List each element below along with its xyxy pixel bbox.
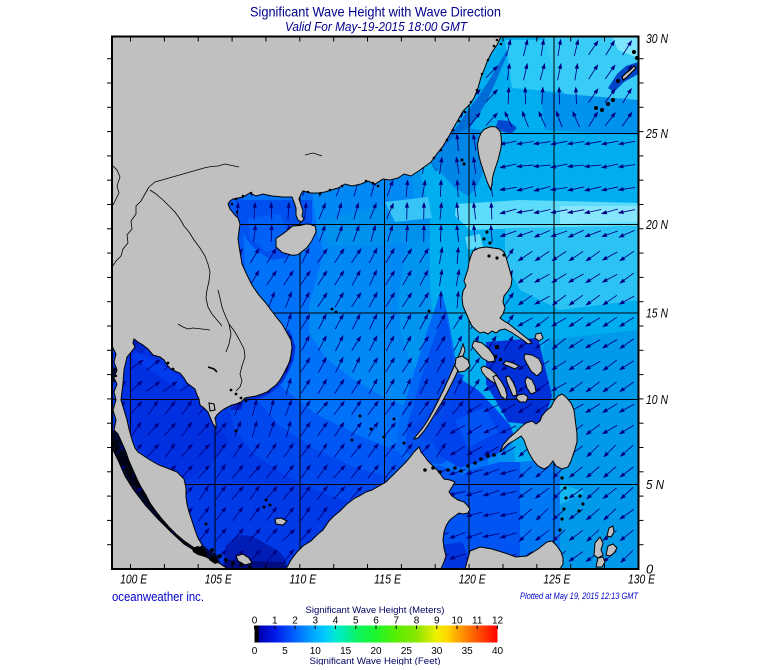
svg-text:20: 20	[370, 646, 382, 657]
svg-text:10: 10	[310, 646, 322, 657]
svg-text:40: 40	[492, 646, 504, 657]
svg-text:7: 7	[393, 616, 399, 627]
svg-text:30: 30	[431, 646, 443, 657]
svg-text:30 N: 30 N	[646, 31, 668, 46]
svg-text:5: 5	[282, 646, 288, 657]
svg-text:115 E: 115 E	[374, 572, 401, 587]
svg-text:15: 15	[340, 646, 352, 657]
svg-text:Significant Wave Height (Meter: Significant Wave Height (Meters)	[306, 605, 445, 616]
svg-text:5 N: 5 N	[646, 477, 665, 492]
svg-text:0: 0	[646, 562, 654, 577]
svg-text:10: 10	[451, 616, 463, 627]
svg-text:9: 9	[434, 616, 440, 627]
svg-text:110 E: 110 E	[289, 572, 316, 587]
svg-text:3: 3	[312, 616, 318, 627]
svg-text:6: 6	[373, 616, 379, 627]
svg-text:4: 4	[333, 616, 339, 627]
svg-text:12: 12	[492, 616, 504, 627]
svg-text:120 E: 120 E	[459, 572, 486, 587]
svg-text:5: 5	[353, 616, 359, 627]
svg-text:Significant Wave Height with W: Significant Wave Height with Wave Direct…	[250, 4, 501, 20]
svg-text:10 N: 10 N	[646, 392, 668, 407]
svg-text:Significant Wave Height (Feet): Significant Wave Height (Feet)	[310, 656, 441, 665]
svg-text:125 E: 125 E	[543, 572, 570, 587]
svg-text:0: 0	[252, 646, 258, 657]
svg-text:0: 0	[252, 616, 258, 627]
svg-text:25 N: 25 N	[645, 126, 668, 141]
svg-text:1: 1	[272, 616, 278, 627]
svg-text:Plotted at May 19, 2015 12:13: Plotted at May 19, 2015 12:13 GMT	[520, 591, 639, 601]
svg-text:100 E: 100 E	[120, 572, 147, 587]
svg-text:105 E: 105 E	[205, 572, 232, 587]
svg-text:130 E: 130 E	[628, 572, 655, 587]
svg-text:35: 35	[462, 646, 474, 657]
svg-text:8: 8	[414, 616, 420, 627]
svg-text:Valid For May-19-2015 18:00 GM: Valid For May-19-2015 18:00 GMT	[285, 19, 468, 34]
svg-text:15 N: 15 N	[646, 306, 668, 321]
svg-text:25: 25	[401, 646, 413, 657]
svg-text:11: 11	[472, 616, 483, 627]
svg-text:2: 2	[292, 616, 298, 627]
svg-text:20 N: 20 N	[645, 217, 668, 232]
svg-text:oceanweather inc.: oceanweather inc.	[112, 589, 204, 604]
